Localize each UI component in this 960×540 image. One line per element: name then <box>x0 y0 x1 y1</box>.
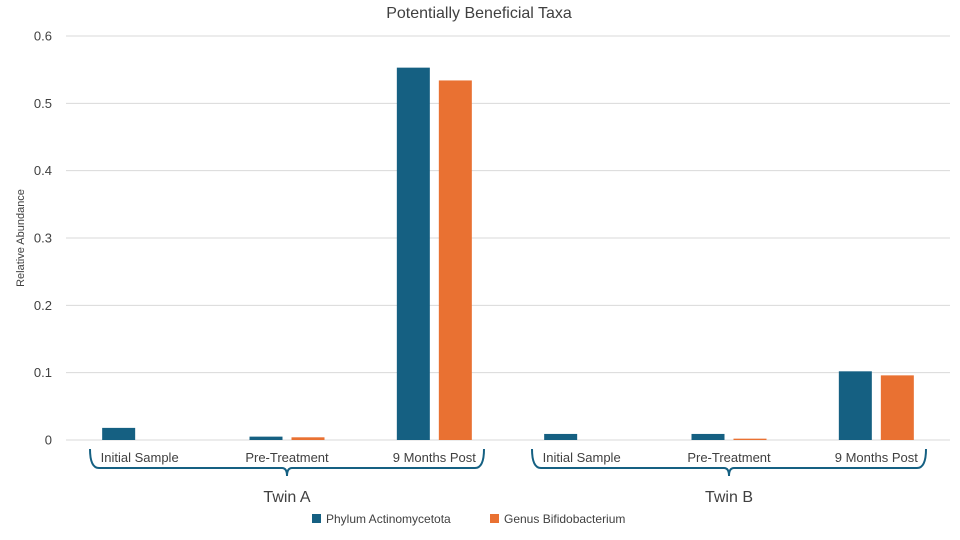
group-brace <box>531 448 927 477</box>
legend-swatch <box>490 514 499 523</box>
y-tick-label: 0.6 <box>34 29 52 44</box>
x-category-label: Initial Sample <box>101 450 179 465</box>
bar-phylum-actinomycetota <box>249 436 283 440</box>
bars <box>102 67 914 440</box>
group-braces: Twin A Twin B <box>89 448 927 506</box>
y-tick-label: 0 <box>45 433 52 448</box>
bar-genus-bifidobacterium <box>733 438 767 440</box>
x-category-label: Pre-Treatment <box>687 450 771 465</box>
bar-phylum-actinomycetota <box>544 433 578 440</box>
bar-phylum-actinomycetota <box>396 67 430 440</box>
x-category-label: Initial Sample <box>543 450 621 465</box>
bar-phylum-actinomycetota <box>691 433 725 440</box>
y-tick-label: 0.1 <box>34 365 52 380</box>
group-label: Twin A <box>263 489 310 506</box>
bar-genus-bifidobacterium <box>291 437 325 440</box>
y-tick-label: 0.5 <box>34 96 52 111</box>
chart-title: Potentially Beneficial Taxa <box>386 5 572 22</box>
grid-lines <box>66 35 950 441</box>
legend-label: Phylum Actinomycetota <box>326 512 451 526</box>
x-category-label: 9 Months Post <box>835 450 918 465</box>
legend-label: Genus Bifidobacterium <box>504 512 625 526</box>
legend-swatch <box>312 514 321 523</box>
y-tick-label: 0.3 <box>34 231 52 246</box>
y-tick-label: 0.4 <box>34 163 52 178</box>
x-category-label: Pre-Treatment <box>245 450 329 465</box>
y-axis-ticks: 0 0.1 0.2 0.3 0.4 0.5 0.6 <box>34 29 52 448</box>
y-tick-label: 0.2 <box>34 298 52 313</box>
bar-genus-bifidobacterium <box>438 80 472 440</box>
x-axis-labels: Initial Sample Pre-Treatment 9 Months Post… <box>101 450 919 465</box>
group-label: Twin B <box>705 489 753 506</box>
legend: Phylum Actinomycetota Genus Bifidobacteri… <box>312 512 625 526</box>
x-category-label: 9 Months Post <box>393 450 476 465</box>
group-brace <box>89 448 485 477</box>
bar-genus-bifidobacterium <box>880 375 914 440</box>
bar-phylum-actinomycetota <box>102 427 136 440</box>
bar-phylum-actinomycetota <box>838 371 872 440</box>
y-axis-label: Relative Abundance <box>15 189 27 287</box>
